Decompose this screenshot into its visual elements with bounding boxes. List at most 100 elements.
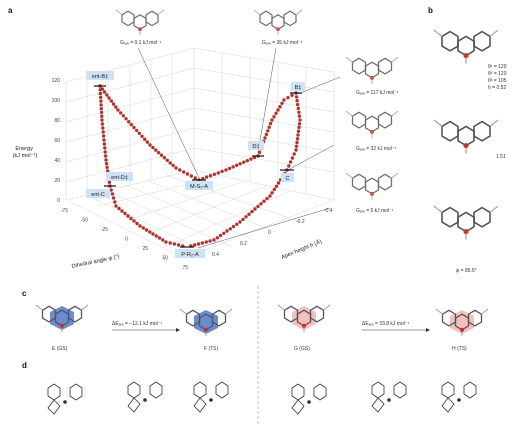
path-dot xyxy=(200,241,205,245)
path-dot xyxy=(282,98,286,102)
path-dot xyxy=(208,174,213,178)
panel-b-label: b xyxy=(428,6,433,15)
state-label-C: C xyxy=(285,176,289,182)
path-dot xyxy=(292,152,296,156)
path-dot xyxy=(101,126,105,130)
y-tick-label: 120 xyxy=(52,78,61,84)
path-dot xyxy=(235,163,239,167)
label-H: H (TS) xyxy=(452,346,467,352)
path-dot xyxy=(296,106,300,111)
path-dot xyxy=(103,146,107,150)
path-dot xyxy=(101,134,106,138)
label-E: E (GS) xyxy=(52,346,68,352)
y-tick-label: 40 xyxy=(54,158,60,164)
path-dot xyxy=(227,166,232,171)
path-dot xyxy=(296,133,300,137)
path-dot xyxy=(168,161,172,165)
path-dot xyxy=(297,110,301,115)
panel-c-label: c xyxy=(22,289,27,298)
state-label-entB: ent-B‡ xyxy=(92,74,108,80)
annotation-g-4: Gₐᵣₑ = 5 kJ mol⁻¹ xyxy=(356,208,394,214)
arrow-right-head xyxy=(426,328,430,332)
path-dot xyxy=(144,228,149,232)
path-dot xyxy=(247,212,251,216)
path-dot xyxy=(178,168,182,172)
path-dot xyxy=(296,102,300,107)
state-label-entD: ent-D‡ xyxy=(111,175,128,181)
path-dot xyxy=(129,122,133,127)
path-dot xyxy=(268,121,273,126)
path-dot xyxy=(162,156,167,160)
structures-d xyxy=(47,381,477,415)
path-dot xyxy=(218,233,223,238)
path-dot xyxy=(280,101,284,106)
path-dot xyxy=(137,131,141,135)
path-dot xyxy=(103,154,108,158)
path-dot xyxy=(114,204,118,208)
path-dot xyxy=(132,219,136,223)
y-tick-label: 20 xyxy=(54,178,60,184)
panel-b-phi: φ = 85.5° xyxy=(456,268,477,274)
x-axis-ticks: -75 -50 -25 0 25 50 75 xyxy=(61,208,188,271)
path-dot xyxy=(208,239,212,243)
path-dot xyxy=(274,184,279,188)
molecule-E xyxy=(35,304,89,333)
path-dot xyxy=(121,114,126,118)
path-dot xyxy=(161,238,165,242)
path-dot xyxy=(176,243,181,247)
path-dot xyxy=(127,120,131,124)
path-dot xyxy=(220,169,224,174)
path-dot xyxy=(100,118,104,122)
y-tick-label: 0 xyxy=(57,198,60,204)
x-tick-label: -75 xyxy=(61,208,68,214)
path-dot xyxy=(120,209,124,213)
path-dot xyxy=(262,199,266,203)
arrow-left-head xyxy=(176,328,180,332)
annotation-g-2: Gₐᵣₑ = 117 kJ mol⁻¹ xyxy=(356,90,399,96)
path-dot xyxy=(124,117,128,121)
path-dot xyxy=(113,200,117,204)
panel-b-params: θ¹ = 120 θ² = 120 θ³ = 105 h = 0.52 xyxy=(488,64,508,91)
path-dot xyxy=(295,137,300,141)
path-dot xyxy=(148,143,152,147)
annotation-g-3: Gₐᵣₑ = 32 kJ mol⁻¹ xyxy=(356,146,397,152)
path-dot xyxy=(116,108,120,112)
path-dot xyxy=(231,224,236,229)
path-dot xyxy=(154,234,158,238)
path-dot xyxy=(172,242,177,246)
path-dot xyxy=(105,93,109,97)
z-tick-label: 0.4 xyxy=(212,252,219,258)
path-dot xyxy=(296,129,301,133)
state-bars xyxy=(94,85,302,248)
molecule-images-b xyxy=(433,29,499,241)
delta-e-left: ΔEₐᵣₑ = −12.1 kJ mol⁻¹ xyxy=(112,321,162,327)
annotation-g-0: Gₐᵣₑ = 0.1 kJ mol⁻¹ xyxy=(120,40,162,46)
y-axis-label: Energy (kJ mol⁻¹) xyxy=(13,146,38,159)
path-dot xyxy=(259,202,263,206)
y-tick-label: 80 xyxy=(54,118,60,124)
path-dot xyxy=(164,240,168,244)
x-axis-label: Dihedral angle φ (°) xyxy=(71,254,120,270)
path-dot xyxy=(193,243,197,247)
path-dot xyxy=(238,220,242,224)
path-dot xyxy=(102,142,107,146)
path-dot xyxy=(99,95,103,100)
path-dot xyxy=(286,96,290,100)
path-dot xyxy=(204,240,208,244)
path-dot xyxy=(276,108,280,112)
path-dot xyxy=(250,209,254,214)
path-dot xyxy=(117,206,121,211)
path-dot xyxy=(257,150,262,155)
path-dot xyxy=(295,140,299,145)
path-dot xyxy=(185,172,190,176)
label-F: F (TS) xyxy=(204,346,218,352)
path-dot xyxy=(129,216,133,221)
path-dot xyxy=(256,204,260,209)
path-dot xyxy=(245,159,249,163)
path-dot xyxy=(157,236,162,240)
path-dot xyxy=(287,164,291,168)
path-dot xyxy=(99,103,103,107)
molecule-F xyxy=(179,308,233,337)
path-dot xyxy=(231,165,235,169)
